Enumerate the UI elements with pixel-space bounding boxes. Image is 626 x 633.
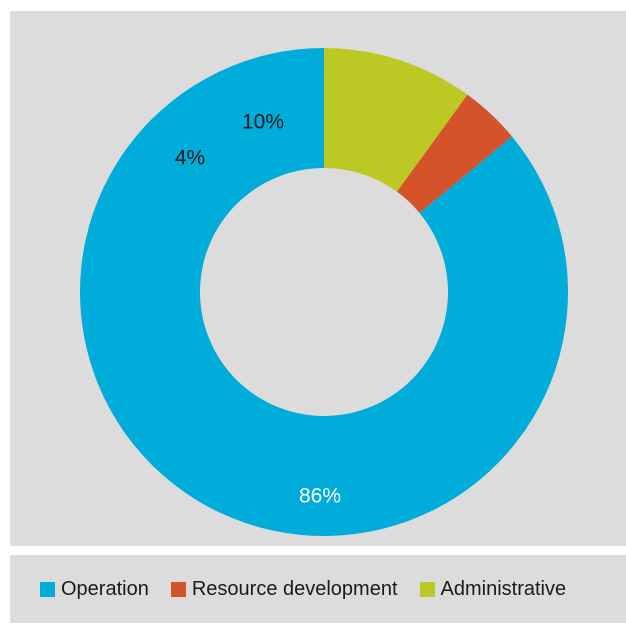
donut-chart: 86% 4% 10% [79,48,568,536]
slice-operation [79,48,568,536]
slice-label-resource-development: 4% [175,147,205,170]
legend-label-administrative: Administrative [440,577,567,600]
chart-legend: Operation Resource development Administr… [10,555,626,623]
slice-resource-development [396,94,513,213]
legend-item-resource-development: Resource development [170,577,398,601]
chart-panel: 86% 4% 10% [10,11,626,546]
legend-swatch-operation [40,581,55,597]
legend-swatch-resource-development [170,581,186,597]
legend-item-administrative: Administrative [419,577,567,601]
legend-label-operation: Operation [61,577,149,600]
legend-swatch-administrative [419,581,435,597]
legend-label-resource-development: Resource development [191,577,398,600]
slice-label-administrative: 10% [242,111,284,134]
slice-administrative [324,48,468,192]
legend-item-operation: Operation [40,578,149,601]
slice-label-operation: 86% [299,485,341,508]
